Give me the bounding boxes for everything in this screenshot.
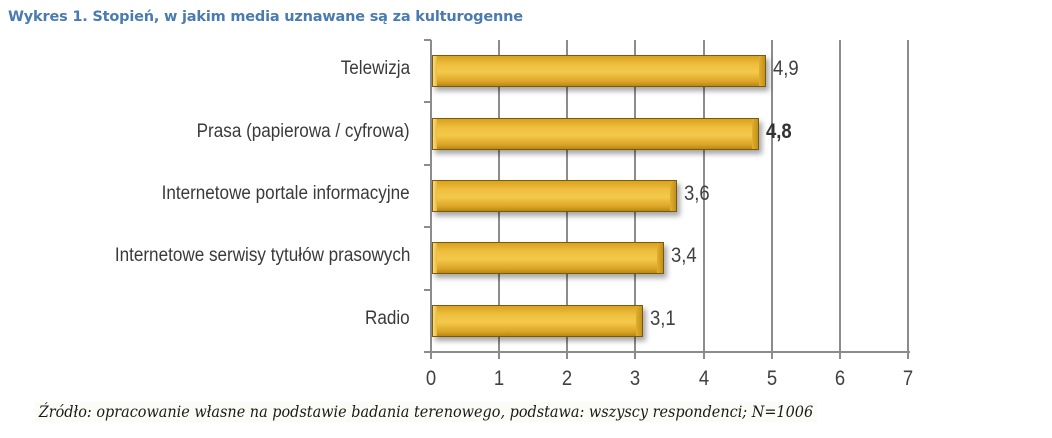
value-label: 3,1: [650, 306, 676, 330]
category-label: Telewizja: [340, 58, 410, 80]
category-label: Internetowe serwisy tytułów prasowych: [114, 245, 410, 267]
x-tick: [770, 351, 773, 359]
value-label: 4,8: [766, 119, 792, 143]
x-tick: [566, 351, 569, 359]
x-tick-label: 2: [562, 367, 573, 390]
bar: [432, 242, 664, 275]
y-tick: [424, 351, 431, 353]
y-tick: [424, 39, 431, 41]
bar: [432, 117, 760, 150]
x-tick-label: 4: [698, 367, 709, 390]
category-label: Prasa (papierowa / cyfrowa): [197, 120, 410, 142]
bar: [432, 304, 644, 337]
y-tick: [424, 288, 431, 291]
value-label: 3,6: [684, 182, 711, 205]
y-axis: [430, 40, 432, 353]
gridline: [838, 40, 841, 352]
x-tick: [430, 351, 432, 359]
x-tick: [907, 351, 909, 359]
value-label: 3,4: [670, 244, 697, 268]
category-label: Radio: [365, 307, 410, 329]
y-tick: [424, 226, 431, 229]
x-tick: [498, 351, 501, 359]
x-tick-label: 7: [902, 367, 914, 390]
gridline: [907, 40, 909, 352]
x-tick-label: 3: [630, 367, 641, 390]
x-tick: [702, 351, 705, 359]
y-tick: [424, 101, 431, 104]
x-tick-label: 0: [425, 367, 437, 390]
gridline: [702, 40, 705, 352]
chart-title: Wykres 1. Stopień, w jakim media uznawan…: [8, 9, 523, 25]
x-tick-label: 6: [834, 367, 845, 390]
x-tick: [634, 351, 637, 359]
bar: [432, 180, 678, 212]
gridline: [770, 40, 773, 352]
source-note: Źródło: opracowanie własne na podstawie …: [35, 402, 817, 422]
value-label: 4,9: [772, 57, 799, 81]
x-tick: [838, 351, 841, 359]
y-tick: [424, 163, 431, 166]
category-label: Internetowe portale informacyjne: [161, 183, 410, 204]
x-axis: [424, 351, 910, 353]
x-tick-label: 1: [493, 367, 505, 390]
x-tick-label: 5: [766, 367, 777, 390]
bar: [432, 55, 766, 88]
